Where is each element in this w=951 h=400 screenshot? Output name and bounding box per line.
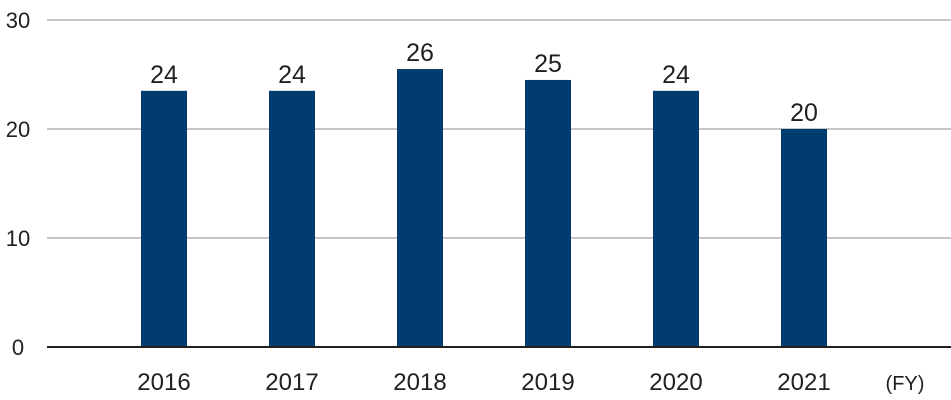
category-label-2017: 2017 (265, 369, 318, 396)
x-axis-categories: 2016 2017 2018 2019 2020 2021 (137, 369, 830, 396)
category-label-2016: 2016 (137, 369, 190, 396)
category-label-2018: 2018 (393, 369, 446, 396)
data-label-2019: 25 (534, 50, 562, 78)
category-label-2020: 2020 (649, 369, 702, 396)
bar-2019 (525, 79, 571, 347)
bar-2020 (653, 90, 699, 347)
y-tick-label: 20 (6, 117, 30, 142)
data-labels: 24 24 26 25 24 20 (150, 39, 818, 127)
y-tick-label: 0 (12, 335, 24, 360)
y-tick-label: 30 (6, 8, 30, 33)
category-label-2021: 2021 (777, 369, 830, 396)
data-label-2016: 24 (150, 61, 178, 89)
bars (141, 69, 827, 348)
bar-2018 (397, 69, 443, 348)
bar-2017 (269, 90, 315, 347)
data-label-2020: 24 (662, 61, 690, 89)
data-label-2018: 26 (406, 39, 434, 67)
data-label-2017: 24 (278, 61, 306, 89)
bar-2021 (781, 129, 827, 347)
x-axis-unit-label: (FY) (886, 373, 925, 395)
data-label-2021: 20 (790, 99, 818, 127)
y-tick-label: 10 (6, 226, 30, 251)
bar-2016 (141, 90, 187, 347)
category-label-2019: 2019 (521, 369, 574, 396)
y-axis-ticks: 0 10 20 30 (6, 8, 30, 360)
